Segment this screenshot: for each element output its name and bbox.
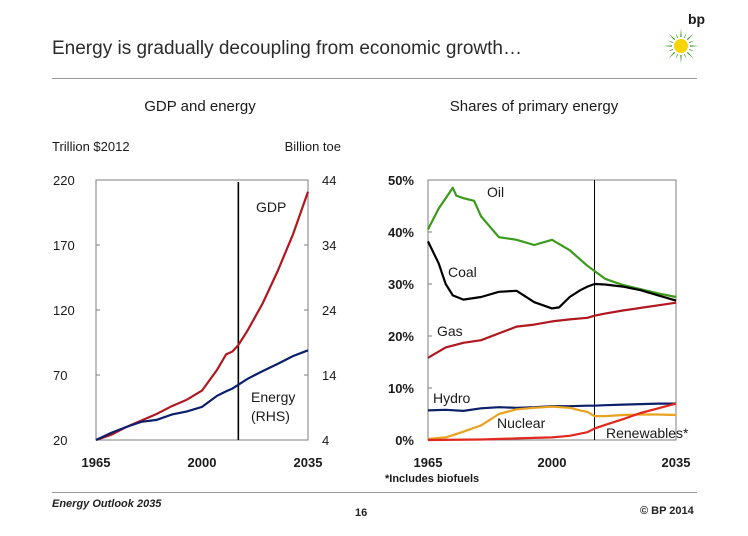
right-y-tick-label: 24 [322, 303, 336, 318]
oil-label: Oil [487, 184, 504, 200]
charts-area: GDP and energy Trillion $2012 Billion to… [52, 98, 690, 485]
shares-series-lines [427, 186, 677, 442]
helios-core [674, 39, 688, 53]
shares-y-tick-label: 40% [388, 225, 414, 240]
left-y-tick-label: 220 [53, 173, 75, 188]
left-y-tick-label: 170 [53, 238, 75, 253]
shares-x-axis-ticks: 1965 2000 2035 [414, 455, 691, 470]
title-divider [52, 78, 697, 79]
hydro-label: Hydro [433, 390, 471, 406]
nuclear-series-line [427, 405, 677, 441]
coal-label: Coal [448, 264, 477, 280]
shares-x-tick-label: 1965 [414, 455, 443, 470]
left-y-axis-ticks: 220 170 120 70 20 [53, 173, 100, 448]
shares-y-tick-label: 30% [388, 277, 414, 292]
shares-y-axis-ticks: 50% 40% 30% 20% 10% 0% [388, 173, 432, 448]
gdp-energy-x-tick-label: 1965 [82, 455, 111, 470]
shares-x-tick-label: 2035 [662, 455, 691, 470]
biofuels-footnote: *Includes biofuels [385, 473, 479, 485]
renewables-series-line [427, 402, 677, 442]
left-y-tick-label: 120 [53, 303, 75, 318]
shares-y-tick-label: 50% [388, 173, 414, 188]
helios-icon [663, 28, 699, 64]
shares-plot-frame [427, 179, 677, 441]
energy-series-label: Energy [251, 389, 295, 405]
right-y-tick-label: 34 [322, 238, 336, 253]
gdp-energy-x-tick-label: 2035 [294, 455, 323, 470]
slide-title: Energy is gradually decoupling from econ… [52, 38, 522, 59]
footer-divider [52, 492, 697, 493]
right-y-tick-label: 44 [322, 173, 336, 188]
footer-report-name: Energy Outlook 2035 [52, 498, 162, 510]
nuclear-label: Nuclear [497, 415, 546, 431]
shares-y-tick-label: 20% [388, 329, 414, 344]
shares-y-tick-label: 10% [388, 381, 414, 396]
right-axis-unit: Billion toe [285, 139, 341, 154]
gdp-energy-chart: GDP and energy Trillion $2012 Billion to… [52, 98, 341, 470]
right-y-tick-label: 14 [322, 368, 336, 383]
copyright: © BP 2014 [640, 505, 694, 517]
shares-x-tick-label: 2000 [538, 455, 567, 470]
coal-series-line [427, 240, 677, 310]
left-y-tick-label: 20 [53, 433, 67, 448]
gdp-energy-title: GDP and energy [144, 98, 256, 115]
right-y-tick-label: 4 [322, 433, 329, 448]
gas-series-line [427, 301, 677, 359]
bp-logo-text: bp [688, 11, 705, 27]
shares-title: Shares of primary energy [450, 98, 619, 115]
left-axis-unit: Trillion $2012 [52, 139, 130, 154]
shares-y-tick-label: 0% [395, 433, 414, 448]
oil-series-line [427, 186, 677, 299]
gdp-energy-x-axis-ticks: 1965 2000 2035 [82, 455, 323, 470]
gas-label: Gas [437, 323, 463, 339]
bp-logo: bp [663, 11, 705, 64]
gdp-series-label: GDP [256, 199, 286, 215]
right-y-axis-ticks: 44 34 24 14 4 [304, 173, 336, 448]
page-number: 16 [355, 507, 368, 519]
energy-series-line [95, 349, 309, 441]
primary-energy-shares-chart: Shares of primary energy 50% 40% 30% 20% 10%… [385, 98, 690, 485]
renewables-label: Renewables* [606, 425, 689, 441]
energy-rhs-label: (RHS) [251, 408, 290, 424]
gdp-energy-x-tick-label: 2000 [188, 455, 217, 470]
left-y-tick-label: 70 [53, 368, 67, 383]
